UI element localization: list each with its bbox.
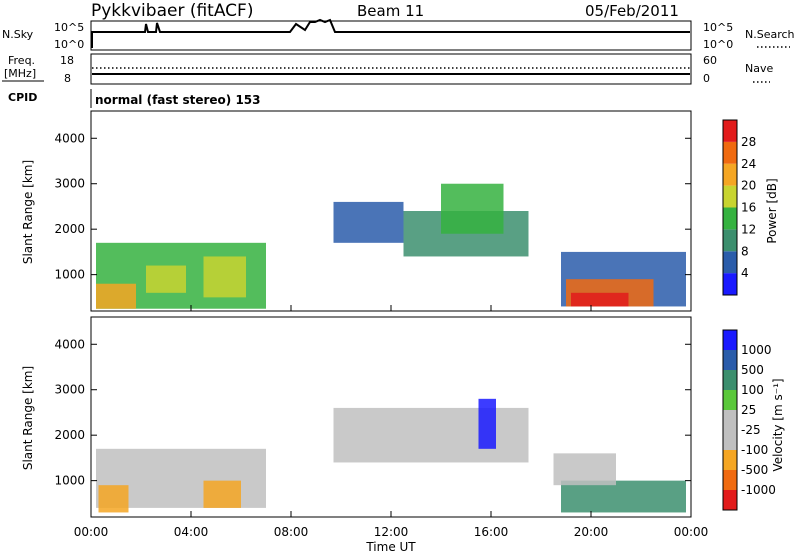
power-colorbar-tick: 16 xyxy=(741,201,756,215)
time-tick-label: 08:00 xyxy=(274,525,309,539)
time-tick-label: 20:00 xyxy=(574,525,609,539)
time-tick-label: 00:00 xyxy=(674,525,709,539)
power-echo-region xyxy=(96,283,136,309)
velocity-colorbar-swatch xyxy=(723,370,737,390)
power-colorbar-swatch xyxy=(723,251,737,274)
velocity-colorbar-tick: 1000 xyxy=(741,343,772,357)
nsearch-label: N.Search xyxy=(745,28,795,41)
power-echo-region xyxy=(441,183,504,234)
cpid-text: normal (fast stereo) 153 xyxy=(95,93,261,107)
power-echo-region xyxy=(146,265,186,293)
velocity-ytick-label: 2000 xyxy=(54,428,85,442)
nsky-tick-high: 10^5 xyxy=(54,21,84,34)
time-tick-label: 04:00 xyxy=(174,525,209,539)
power-ytick-label: 2000 xyxy=(54,222,85,236)
power-colorbar-swatch xyxy=(723,141,737,164)
freq-tick-high: 18 xyxy=(60,54,74,67)
power-panel: 1000 2000 3000 4000 Slant Range [km] xyxy=(21,110,692,312)
date-title: 05/Feb/2011 xyxy=(585,2,679,20)
freq-label-2: [MHz] xyxy=(4,67,36,80)
freq-panel-frame xyxy=(90,53,692,85)
velocity-colorbar-label: Velocity [m s⁻¹] xyxy=(771,378,785,471)
power-ytick-label: 3000 xyxy=(54,177,85,191)
nave-label: Nave xyxy=(745,62,773,75)
velocity-colorbar-tick: -1000 xyxy=(741,483,776,497)
power-colorbar-swatch xyxy=(723,163,737,186)
nsearch-tick-high: 10^5 xyxy=(703,21,733,34)
velocity-echo-region xyxy=(98,485,129,513)
velocity-colorbar-swatch xyxy=(723,410,737,430)
power-colorbar-swatch xyxy=(723,185,737,208)
velocity-colorbar-tick: -500 xyxy=(741,463,768,477)
power-colorbar-tick: 24 xyxy=(741,157,756,171)
nsearch-tick-low: 10^0 xyxy=(703,38,733,51)
power-colorbar-tick: 12 xyxy=(741,222,756,236)
velocity-echo-region xyxy=(553,453,616,486)
velocity-colorbar-swatch xyxy=(723,490,737,510)
velocity-panel: 1000 2000 3000 4000 00:00 04:00 08:00 12:00 16:… xyxy=(21,305,708,554)
nave-tick-low: 0 xyxy=(703,72,710,85)
power-echo-region xyxy=(571,292,629,307)
power-ytick-label: 1000 xyxy=(54,268,85,282)
velocity-colorbar-swatch xyxy=(723,350,737,370)
velocity-echo-region xyxy=(478,398,496,449)
power-colorbar-swatch xyxy=(723,120,737,142)
velocity-colorbar-tick: 100 xyxy=(741,383,764,397)
nsky-tick-low: 10^0 xyxy=(54,38,84,51)
nsky-label: N.Sky xyxy=(2,28,34,41)
velocity-colorbar-swatch xyxy=(723,430,737,450)
power-colorbar-tick: 4 xyxy=(741,266,749,280)
nsky-trace xyxy=(91,18,690,48)
velocity-echo-region xyxy=(333,407,529,463)
velocity-colorbar-swatch xyxy=(723,330,737,350)
nsky-panel-frame xyxy=(90,20,692,51)
velocity-colorbar-swatch xyxy=(723,450,737,470)
velocity-colorbar-tick: -100 xyxy=(741,443,768,457)
power-colorbar-tick: 28 xyxy=(741,135,756,149)
power-colorbar-tick: 8 xyxy=(741,244,749,258)
power-colorbar-swatch xyxy=(723,273,737,295)
velocity-colorbar-tick: 500 xyxy=(741,363,764,377)
power-ylabel: Slant Range [km] xyxy=(21,160,35,264)
velocity-ytick-label: 4000 xyxy=(54,337,85,351)
velocity-colorbar-swatch xyxy=(723,470,737,490)
freq-label-1: Freq. xyxy=(8,54,35,67)
time-tick-label: 00:00 xyxy=(74,525,109,539)
velocity-ytick-label: 1000 xyxy=(54,474,85,488)
power-colorbar-swatch xyxy=(723,207,737,230)
cpid-label: CPID xyxy=(8,91,37,104)
time-tick-label: 12:00 xyxy=(374,525,409,539)
station-title: Pykkvibaer (fitACF) xyxy=(91,1,253,21)
nave-tick-high: 60 xyxy=(703,54,717,67)
power-colorbar-swatch xyxy=(723,229,737,252)
velocity-ytick-label: 3000 xyxy=(54,383,85,397)
beam-title: Beam 11 xyxy=(357,2,424,20)
power-colorbar-tick: 20 xyxy=(741,179,756,193)
velocity-echo-region xyxy=(561,480,686,513)
velocity-colorbar-tick: 25 xyxy=(741,403,756,417)
power-heatmap-cells xyxy=(96,183,686,309)
velocity-colorbar: 1000 500 100 25 -25 -100 -500 -1000 Velocity [m… xyxy=(722,329,785,511)
freq-tick-low: 8 xyxy=(64,72,71,85)
power-ytick-label: 4000 xyxy=(54,131,85,145)
power-colorbar-label: Power [dB] xyxy=(765,178,779,243)
velocity-heatmap-cells xyxy=(96,398,686,513)
velocity-ylabel: Slant Range [km] xyxy=(21,366,35,470)
power-echo-region xyxy=(203,256,246,298)
power-colorbar: 4 8 12 16 20 24 28 Power [dB] xyxy=(722,119,779,296)
velocity-colorbar-swatch xyxy=(723,390,737,410)
time-tick-label: 16:00 xyxy=(474,525,509,539)
velocity-echo-region xyxy=(203,480,241,508)
time-axis-label: Time UT xyxy=(365,540,416,554)
velocity-colorbar-tick: -25 xyxy=(741,423,761,437)
power-echo-region xyxy=(333,201,404,243)
